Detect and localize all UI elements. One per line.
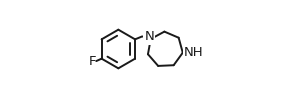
Text: N: N <box>144 30 154 43</box>
Text: F: F <box>88 55 96 68</box>
Text: NH: NH <box>183 46 203 59</box>
